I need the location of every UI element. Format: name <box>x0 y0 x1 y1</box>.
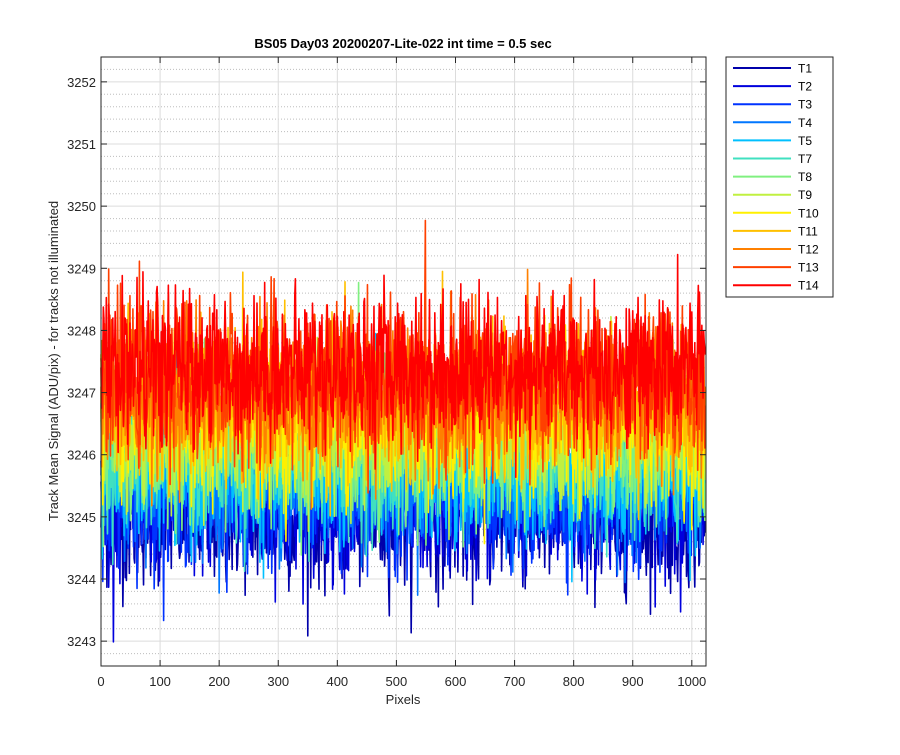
y-tick-label: 3252 <box>67 75 96 90</box>
y-tick-label: 3249 <box>67 261 96 276</box>
axes-box <box>100 56 707 667</box>
series-group <box>100 219 707 643</box>
legend-label-t13: T13 <box>798 261 819 275</box>
x-tick-label: 600 <box>445 674 467 689</box>
y-tick-label: 3247 <box>67 386 96 401</box>
x-tick-label: 1000 <box>677 674 706 689</box>
x-tick-label: 900 <box>622 674 644 689</box>
legend-label-t14: T14 <box>798 279 819 293</box>
y-tick-label: 3248 <box>67 323 96 338</box>
chart-title: BS05 Day03 20200207-Lite-022 int time = … <box>254 36 551 51</box>
legend-label-t8: T8 <box>798 170 812 184</box>
y-tick-label: 3250 <box>67 199 96 214</box>
legend-label-t7: T7 <box>798 152 812 166</box>
x-axis-label: Pixels <box>386 692 421 707</box>
legend-label-t1: T1 <box>798 62 812 76</box>
legend: T1 T2 T3 T4 T5 T7 T8 T9 T10 T11 T12 T13 T14 <box>725 56 834 298</box>
legend-label-t3: T3 <box>798 98 812 112</box>
x-tick-label: 500 <box>386 674 408 689</box>
x-tick-label: 400 <box>326 674 348 689</box>
x-tick-label: 800 <box>563 674 585 689</box>
y-tick-label: 3246 <box>67 448 96 463</box>
y-tick-label: 3245 <box>67 510 96 525</box>
series-line-t14 <box>100 253 707 479</box>
legend-label-t5: T5 <box>798 134 812 148</box>
y-tick-label: 3244 <box>67 572 96 587</box>
legend-label-t11: T11 <box>798 224 818 238</box>
y-axis-label: Track Mean Signal (ADU/pix) - for tracks… <box>46 201 61 521</box>
y-ticks: 3243 3244 3245 3246 3247 3248 3249 3250 3251 3252 <box>67 75 706 649</box>
x-tick-label: 200 <box>208 674 230 689</box>
legend-label-t4: T4 <box>798 116 812 130</box>
x-tick-label: 300 <box>267 674 289 689</box>
legend-label-t12: T12 <box>798 243 819 257</box>
x-tick-label: 100 <box>149 674 171 689</box>
y-tick-label: 3251 <box>67 137 96 152</box>
x-ticks: 0 100 200 300 400 500 600 700 800 900 1000 <box>97 57 706 689</box>
y-tick-label: 3243 <box>67 634 96 649</box>
legend-label-t10: T10 <box>798 206 819 220</box>
x-tick-label: 0 <box>97 674 104 689</box>
legend-label-t9: T9 <box>798 188 812 202</box>
legend-label-t2: T2 <box>798 80 812 94</box>
x-tick-label: 700 <box>504 674 526 689</box>
